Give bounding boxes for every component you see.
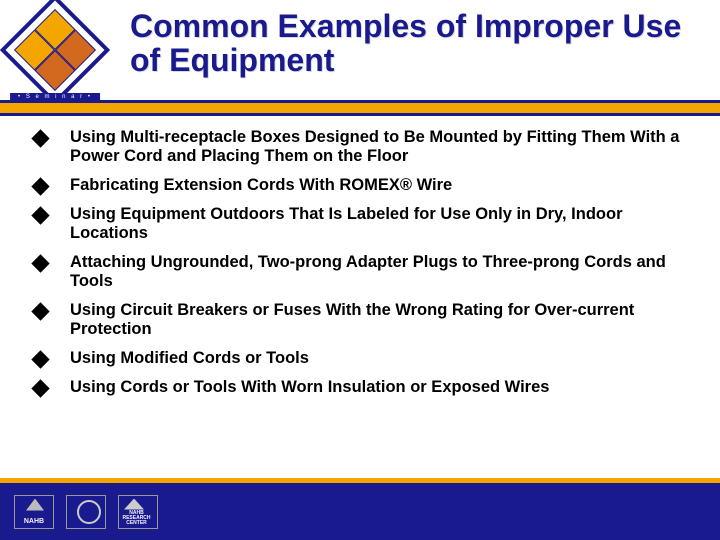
slide-title-block: Common Examples of Improper Use of Equip… [130, 10, 710, 77]
logo-diamond [0, 0, 110, 105]
diamond-bullet-icon [31, 206, 49, 224]
list-item: Using Modified Cords or Tools [30, 349, 696, 368]
bullet-marker [30, 378, 70, 395]
bullet-text: Using Circuit Breakers or Fuses With the… [70, 301, 696, 339]
wheel-logo-icon [66, 495, 106, 529]
bullet-marker [30, 253, 70, 270]
slide-title: Common Examples of Improper Use of Equip… [130, 10, 710, 77]
list-item: Using Cords or Tools With Worn Insulatio… [30, 378, 696, 397]
diamond-bullet-icon [31, 350, 49, 368]
nahb-research-logo-icon: NAHB RESEARCH CENTER [118, 495, 158, 529]
bullet-marker [30, 176, 70, 193]
bullet-text: Using Cords or Tools With Worn Insulatio… [70, 378, 696, 397]
list-item: Attaching Ungrounded, Two-prong Adapter … [30, 253, 696, 291]
diamond-bullet-icon [31, 254, 49, 272]
footer-logo-label: NAHB RESEARCH CENTER [119, 511, 154, 526]
bullet-text: Using Modified Cords or Tools [70, 349, 696, 368]
bullet-text: Attaching Ungrounded, Two-prong Adapter … [70, 253, 696, 291]
bullet-marker [30, 205, 70, 222]
diamond-bullet-icon [31, 129, 49, 147]
list-item: Using Equipment Outdoors That Is Labeled… [30, 205, 696, 243]
divider-bar [0, 100, 720, 116]
diamond-bullet-icon [31, 177, 49, 195]
footer-logo-label: NAHB [24, 518, 44, 525]
nahb-logo-icon: NAHB [14, 495, 54, 529]
diamond-bullet-icon [31, 302, 49, 320]
bullet-marker [30, 349, 70, 366]
list-item: Fabricating Extension Cords With ROMEX® … [30, 176, 696, 195]
footer-band: NAHB NAHB RESEARCH CENTER [0, 478, 720, 540]
bullet-marker [30, 301, 70, 318]
list-item: Using Circuit Breakers or Fuses With the… [30, 301, 696, 339]
bullet-text: Using Equipment Outdoors That Is Labeled… [70, 205, 696, 243]
bullet-text: Using Multi-receptacle Boxes Designed to… [70, 128, 696, 166]
header-band: • S e m i n a r • Common Examples of Imp… [0, 0, 720, 100]
bullet-marker [30, 128, 70, 145]
content-area: Using Multi-receptacle Boxes Designed to… [30, 128, 696, 470]
bullet-text: Fabricating Extension Cords With ROMEX® … [70, 176, 696, 195]
diamond-bullet-icon [31, 379, 49, 397]
seminar-logo: • S e m i n a r • [0, 0, 110, 100]
list-item: Using Multi-receptacle Boxes Designed to… [30, 128, 696, 166]
